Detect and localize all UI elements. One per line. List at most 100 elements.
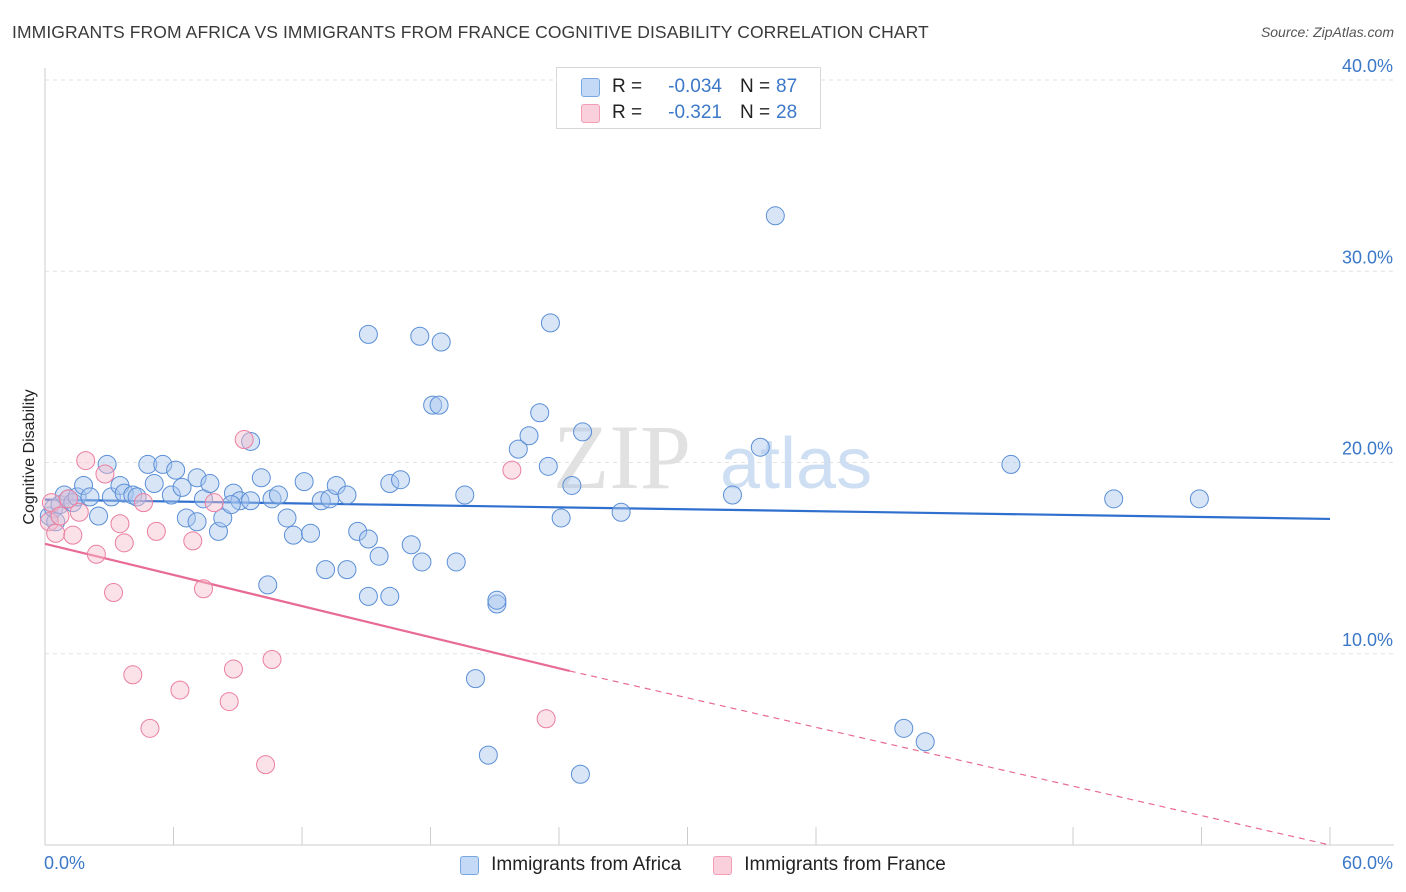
legend-label-africa: Immigrants from Africa <box>491 854 682 875</box>
africa-point <box>380 474 400 494</box>
france-points <box>39 430 556 775</box>
africa-point <box>915 732 935 752</box>
france-point <box>50 506 70 526</box>
x-tick-label-max: 60.0% <box>1342 853 1393 873</box>
legend-r-label: R = <box>612 76 643 97</box>
x-tick-label-min: 0.0% <box>44 853 85 873</box>
france-point <box>69 502 89 522</box>
africa-point <box>765 206 785 226</box>
africa-point <box>144 474 164 494</box>
africa-point <box>538 456 558 476</box>
africa-point <box>80 487 100 507</box>
correlation-legend: R = -0.034 N = 87 R = -0.321 N = 28 <box>556 67 821 129</box>
africa-point <box>258 575 278 595</box>
africa-point <box>401 535 421 555</box>
africa-point <box>1189 489 1209 509</box>
axes <box>44 68 1394 846</box>
africa-point <box>176 508 196 528</box>
france-point <box>95 464 115 484</box>
africa-point <box>508 439 528 459</box>
legend-r-label: R = <box>612 102 643 123</box>
chart-source: Source: ZipAtlas.com <box>1260 24 1394 40</box>
france-point <box>134 493 154 513</box>
africa-point <box>337 560 357 580</box>
france-point <box>193 579 213 599</box>
africa-point <box>153 454 173 474</box>
africa-point <box>161 485 181 505</box>
africa-point <box>358 324 378 344</box>
africa-point <box>1001 454 1021 474</box>
africa-point <box>241 431 261 451</box>
france-point <box>256 755 276 775</box>
africa-point <box>570 764 590 784</box>
africa-point <box>187 512 207 532</box>
france-point <box>140 718 160 738</box>
africa-point <box>268 485 288 505</box>
y-tick-label: 10.0% <box>1342 630 1393 650</box>
france-point <box>219 692 239 712</box>
y-axis-label: Cognitive Disability <box>21 389 38 524</box>
y-tick-labels: 10.0% 20.0% 30.0% 40.0% <box>1342 56 1393 650</box>
africa-point <box>573 422 593 442</box>
legend-item-france: Immigrants from France <box>713 854 946 876</box>
france-point <box>170 680 190 700</box>
africa-point <box>200 474 220 494</box>
legend-r-value: -0.034 <box>668 76 722 97</box>
legend-r-value: -0.321 <box>668 102 722 123</box>
africa-point <box>326 475 346 495</box>
watermark-zip: ZIP <box>553 406 691 508</box>
france-point <box>234 430 254 450</box>
legend-n-value: 87 <box>776 76 798 97</box>
africa-point <box>138 454 158 474</box>
grid-lines <box>45 79 1394 655</box>
africa-points <box>39 206 1209 784</box>
africa-point <box>423 395 443 415</box>
africa-point <box>431 332 451 352</box>
france-point <box>59 489 79 509</box>
africa-point <box>410 326 430 346</box>
africa-point <box>429 395 449 415</box>
france-point <box>76 451 96 471</box>
africa-point <box>221 495 241 515</box>
france-point <box>110 514 130 534</box>
africa-point <box>455 485 475 505</box>
africa-point <box>251 468 271 488</box>
trend-line-france <box>44 542 570 673</box>
africa-point <box>213 508 233 528</box>
trend-line-france-extension <box>569 670 1331 846</box>
africa-point <box>750 437 770 457</box>
africa-point <box>301 523 321 543</box>
africa-point <box>166 460 186 480</box>
france-point <box>86 544 106 564</box>
africa-point <box>380 586 400 606</box>
chart-title: IMMIGRANTS FROM AFRICA VS IMMIGRANTS FRO… <box>12 22 929 42</box>
africa-point <box>294 472 314 492</box>
africa-point <box>358 586 378 606</box>
france-point <box>223 659 243 679</box>
africa-point <box>369 546 389 566</box>
france-point <box>262 649 282 669</box>
legend-swatch-france <box>713 855 733 875</box>
france-point <box>114 533 134 553</box>
france-point <box>502 460 522 480</box>
africa-point <box>487 590 507 610</box>
france-point <box>46 523 66 543</box>
legend-n-value: 28 <box>776 102 798 123</box>
africa-point <box>530 403 550 423</box>
africa-point <box>172 477 192 497</box>
france-point <box>536 709 556 729</box>
africa-point <box>1104 489 1124 509</box>
series-legend: Immigrants from Africa Immigrants from F… <box>0 852 1406 878</box>
france-point <box>123 665 143 685</box>
africa-point <box>465 669 485 689</box>
africa-point <box>337 485 357 505</box>
africa-point <box>611 502 631 522</box>
france-point <box>204 493 224 513</box>
africa-point <box>89 506 109 526</box>
legend-row-france: R = -0.321 N = 28 <box>581 100 797 126</box>
y-tick-label: 20.0% <box>1342 439 1393 459</box>
africa-point <box>97 454 117 474</box>
africa-point <box>446 552 466 572</box>
france-point <box>63 525 83 545</box>
legend-row-africa: R = -0.034 N = 87 <box>581 74 797 100</box>
